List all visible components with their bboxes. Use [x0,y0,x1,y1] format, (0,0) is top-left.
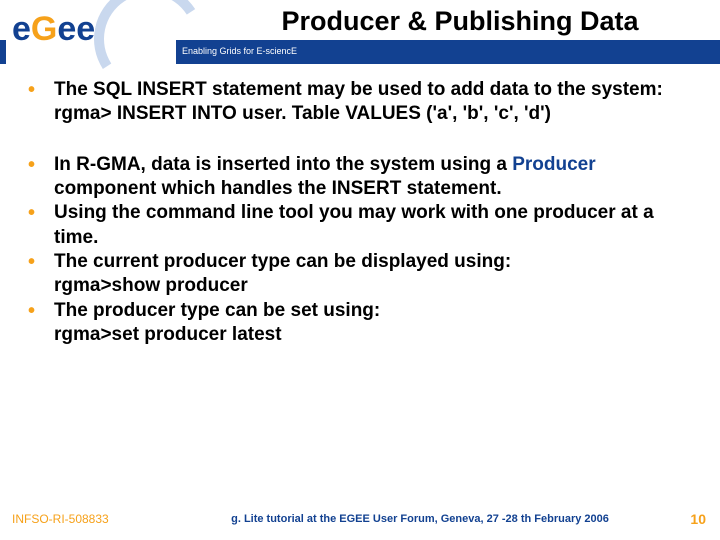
footer: INFSO-RI-508833 g. Lite tutorial at the … [0,508,720,530]
bullet-dot-icon: • [28,201,54,227]
page-subtitle: Enabling Grids for E-sciencE [182,46,297,56]
bullet-dot-icon: • [28,250,54,276]
bullet-text: In R-GMA, data is inserted into the syst… [54,153,696,202]
bullet-dot-icon: • [28,299,54,325]
logo: eGee [6,2,176,64]
bullet-text: Using the command line tool you may work… [54,201,696,250]
bullet-item: •Using the command line tool you may wor… [28,201,696,250]
bullet-item: •In R-GMA, data is inserted into the sys… [28,153,696,202]
bullet-text: The producer type can be set using:rgma>… [54,299,696,348]
page-number: 10 [658,511,706,527]
bullet-dot-icon: • [28,78,54,104]
content-area: •The SQL INSERT statement may be used to… [28,78,696,347]
bullet-group-2: •In R-GMA, data is inserted into the sys… [28,153,696,348]
logo-part1: e [12,10,31,48]
footer-caption: g. Lite tutorial at the EGEE User Forum,… [182,513,658,525]
bullet-item: •The current producer type can be displa… [28,250,696,299]
footer-ref: INFSO-RI-508833 [12,512,182,526]
logo-text: eGee [12,10,95,49]
page-title: Producer & Publishing Data [210,6,710,37]
bullet-dot-icon: • [28,153,54,179]
bullet-item: •The producer type can be set using:rgma… [28,299,696,348]
logo-part2: G [31,10,57,48]
bullet-text: The current producer type can be display… [54,250,696,299]
logo-part3: ee [57,10,95,48]
